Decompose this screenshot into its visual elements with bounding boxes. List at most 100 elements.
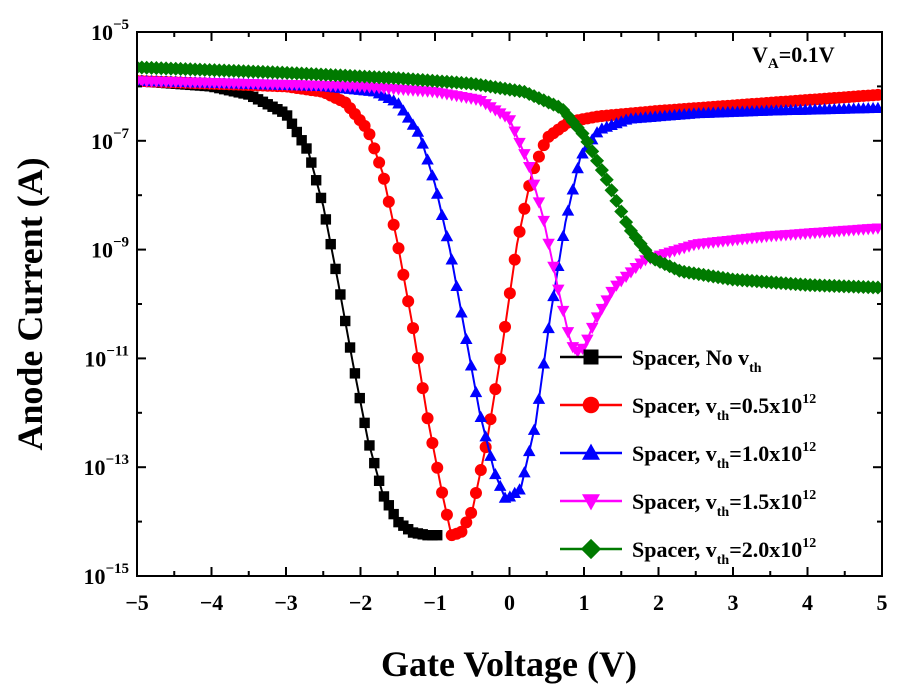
data-point — [614, 204, 629, 219]
data-point — [605, 286, 618, 299]
legend: Spacer, No vth Spacer, vth=0.5x1012 Spacer… — [560, 345, 816, 568]
data-point — [383, 500, 395, 511]
data-point — [513, 225, 526, 238]
data-point — [556, 229, 570, 241]
data-point — [484, 449, 497, 461]
data-point — [306, 157, 317, 168]
data-point — [432, 530, 443, 541]
data-point — [431, 461, 444, 474]
data-point — [407, 322, 420, 335]
data-point — [426, 169, 439, 181]
data-point — [604, 183, 619, 198]
x-tick-label: 5 — [877, 590, 888, 615]
x-tick-label: 4 — [802, 590, 813, 615]
data-point — [430, 187, 444, 199]
data-point — [575, 126, 590, 141]
data-point — [320, 214, 332, 225]
data-point — [455, 306, 468, 318]
legend-label: Spacer, vth=0.5x1012 — [632, 392, 816, 424]
data-point — [508, 253, 521, 266]
tick-marks — [136, 31, 883, 577]
data-point — [542, 321, 555, 334]
data-point — [474, 464, 487, 477]
data-point — [590, 153, 605, 168]
data-point — [561, 204, 575, 216]
legend-marker — [583, 349, 599, 365]
data-point — [359, 417, 370, 429]
data-point — [489, 467, 502, 480]
x-tick-label: 0 — [504, 590, 515, 615]
x-tick-label: −3 — [274, 590, 298, 615]
data-point — [600, 295, 613, 307]
data-point — [571, 162, 584, 174]
data-point — [513, 137, 526, 150]
data-point — [364, 440, 375, 451]
data-point — [335, 289, 346, 300]
data-point — [576, 343, 589, 355]
data-point — [537, 215, 551, 227]
data-point — [469, 385, 483, 398]
data-point — [590, 312, 604, 324]
data-point — [450, 279, 463, 291]
data-point — [369, 457, 380, 469]
data-point — [561, 327, 575, 339]
data-point — [633, 236, 648, 251]
data-point — [508, 126, 521, 138]
data-point — [523, 161, 536, 174]
data-point — [870, 280, 882, 295]
series-4 — [137, 60, 882, 295]
data-point — [402, 295, 415, 308]
series-layer — [137, 60, 882, 542]
legend-marker — [582, 396, 600, 414]
data-point — [493, 479, 507, 491]
data-point — [455, 525, 468, 538]
data-point — [397, 104, 410, 116]
data-point — [489, 383, 502, 396]
data-point — [281, 110, 293, 121]
data-point — [623, 223, 638, 238]
data-point — [513, 483, 526, 495]
legend-item: Spacer, vth=2.0x1012 — [560, 536, 816, 568]
data-point — [474, 410, 488, 422]
data-point — [469, 487, 482, 500]
legend-item: Spacer, No vth — [560, 345, 762, 376]
data-point — [547, 261, 560, 273]
data-point — [609, 193, 624, 208]
data-point — [392, 97, 405, 109]
data-point — [373, 156, 386, 169]
x-tick-label: 2 — [653, 590, 664, 615]
data-point — [465, 506, 478, 519]
y-tick-label: 10−13 — [83, 452, 129, 480]
data-point — [599, 172, 614, 187]
data-point — [406, 118, 420, 130]
y-tick-label: 10−5 — [91, 17, 129, 45]
data-point — [397, 268, 410, 281]
data-point — [435, 208, 449, 221]
legend-item: Spacer, vth=1.5x1012 — [560, 488, 816, 520]
data-point — [552, 284, 565, 296]
data-point — [556, 305, 570, 318]
data-point — [499, 320, 512, 333]
data-point — [532, 150, 545, 163]
data-point — [503, 287, 516, 300]
legend-label: Spacer, vth=1.5x1012 — [632, 488, 816, 520]
data-point — [518, 466, 531, 478]
x-tick-labels: −5 −4 −3 −2 −1 0 1 2 3 4 5 — [125, 590, 887, 615]
data-point — [382, 195, 395, 208]
data-point — [460, 332, 473, 345]
data-point — [301, 143, 312, 154]
x-tick-label: −2 — [349, 590, 373, 615]
data-point — [286, 118, 298, 129]
data-point — [527, 179, 541, 191]
data-point — [411, 352, 424, 365]
x-axis-title: Gate Voltage (V) — [381, 644, 637, 684]
data-point — [363, 128, 376, 141]
series-0 — [137, 75, 443, 541]
data-point — [566, 183, 580, 195]
x-tick-label: −1 — [423, 590, 447, 615]
data-point — [479, 430, 492, 442]
data-point — [594, 163, 609, 178]
legend-item: Spacer, vth=1.0x1012 — [560, 440, 816, 472]
data-point — [354, 392, 365, 404]
y-axis-title: Anode Current (A) — [10, 157, 50, 450]
